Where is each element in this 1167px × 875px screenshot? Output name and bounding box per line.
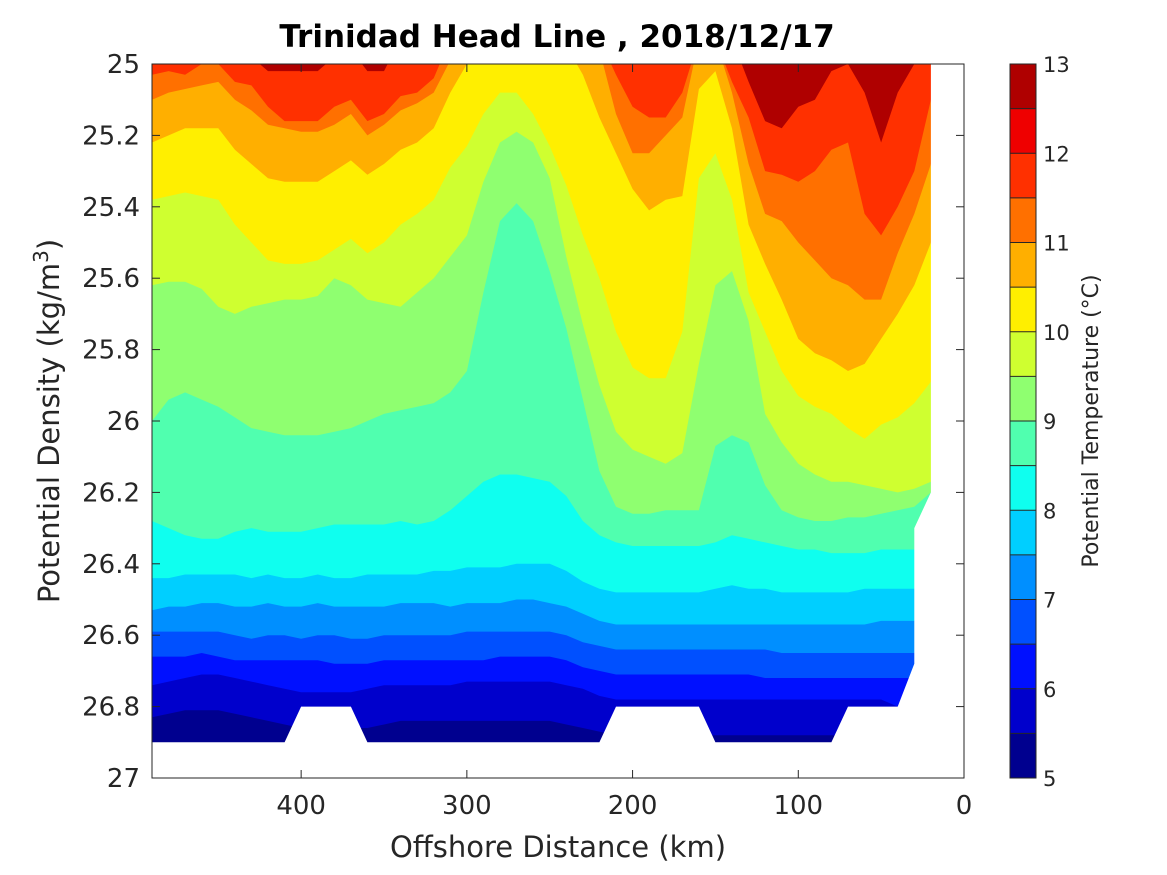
x-tick-label: 0 xyxy=(956,791,973,821)
colorbar-swatch xyxy=(1010,465,1036,511)
x-tick-label: 300 xyxy=(442,791,492,821)
y-tick-label: 26 xyxy=(107,407,140,437)
y-tick-label: 27 xyxy=(107,764,140,794)
plot-area xyxy=(151,63,965,779)
y-tick-label: 26.8 xyxy=(82,693,140,723)
missing-data-region xyxy=(152,64,964,778)
colorbar-frame xyxy=(1009,63,1037,779)
x-tick-label: 100 xyxy=(773,791,823,821)
colorbar-swatch xyxy=(1010,733,1036,779)
colorbar-swatch xyxy=(1010,688,1036,734)
colorbar-tick-label: 13 xyxy=(1043,53,1070,77)
colorbar-tick-label: 8 xyxy=(1043,499,1056,523)
chart-title: Trinidad Head Line , 2018/12/17 xyxy=(279,19,834,55)
colorbar-tick-label: 5 xyxy=(1043,767,1056,791)
x-axis-ticks: 400 300 200 100 0 xyxy=(276,64,972,821)
colorbar-swatch xyxy=(1010,510,1036,556)
colorbar-swatch xyxy=(1010,242,1036,288)
colorbar-swatch xyxy=(1010,554,1036,600)
y-tick-label: 25.4 xyxy=(82,193,140,223)
colorbar-tick-label: 7 xyxy=(1043,589,1056,613)
colorbar-swatch xyxy=(1010,421,1036,467)
colorbar-tick-label: 11 xyxy=(1043,232,1070,256)
colorbar: 5 6 7 8 9 10 11 12 13 xyxy=(1009,53,1070,791)
y-tick-label: 25 xyxy=(107,50,140,80)
colorbar-swatch xyxy=(1010,64,1036,110)
colorbar-swatch xyxy=(1010,153,1036,199)
y-tick-label: 26.6 xyxy=(82,621,140,651)
no-data-mask xyxy=(152,64,964,778)
x-tick-label: 200 xyxy=(608,791,658,821)
colorbar-tick-label: 9 xyxy=(1043,410,1056,434)
colorbar-swatch xyxy=(1010,108,1036,154)
contour-fill-layer xyxy=(152,64,964,778)
y-tick-label: 26.4 xyxy=(82,550,140,580)
colorbar-swatch xyxy=(1010,376,1036,422)
colorbar-tick-label: 10 xyxy=(1043,321,1070,345)
y-tick-label: 25.2 xyxy=(82,121,140,151)
y-axis-label: Potential Density (kg/m3) xyxy=(29,239,66,603)
colorbar-swatch xyxy=(1010,197,1036,243)
colorbar-tick-label: 12 xyxy=(1043,142,1070,166)
x-axis-label: Offshore Distance (km) xyxy=(390,830,726,864)
colorbar-label: Potential Temperature (°C) xyxy=(1079,274,1104,567)
y-tick-label: 25.6 xyxy=(82,264,140,294)
colorbar-swatch xyxy=(1010,599,1036,645)
colorbar-swatch xyxy=(1010,287,1036,333)
colorbar-tick-label: 6 xyxy=(1043,678,1056,702)
y-axis-ticks: 25 25.2 25.4 25.6 25.8 26 26.2 26.4 26.6 26.8 27 xyxy=(82,50,964,794)
colorbar-swatch xyxy=(1010,331,1036,377)
x-tick-label: 400 xyxy=(276,791,326,821)
colorbar-swatch xyxy=(1010,644,1036,690)
y-tick-label: 26.2 xyxy=(82,478,140,508)
y-tick-label: 25.8 xyxy=(82,336,140,366)
